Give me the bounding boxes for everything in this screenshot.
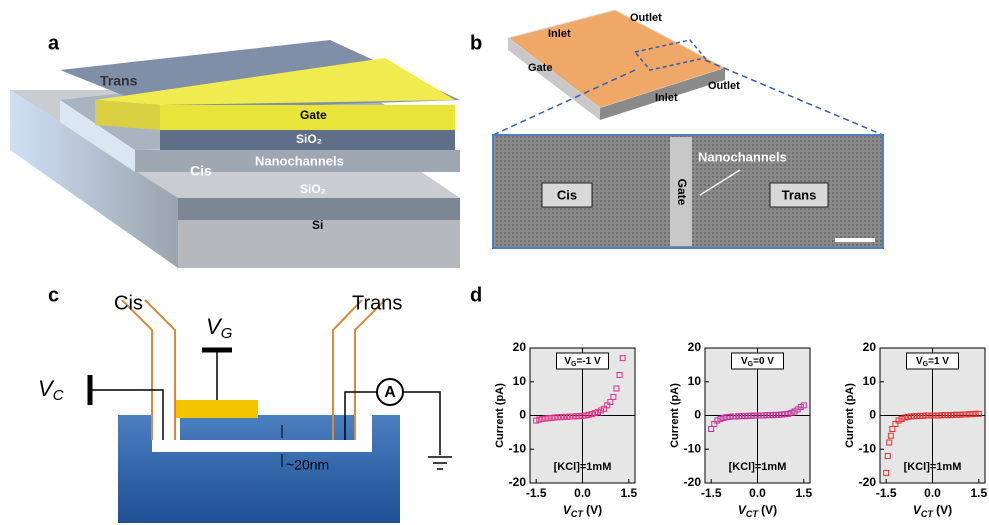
- annotation: =1 V: [928, 356, 949, 367]
- panel-b: b Inlet Outlet Gate Inlet Outlet Cis Gat…: [470, 10, 883, 248]
- label-trans: Trans: [782, 187, 817, 202]
- x-axis-label: (V): [758, 503, 777, 517]
- note: [KCl]=1mM: [729, 461, 787, 473]
- x-axis-label: VCT (V): [738, 503, 777, 519]
- panel-d: d -20 -10 0 10 20 -1.5 0.0 1.5 Current (pA) VCT (…: [470, 284, 987, 519]
- x-axis-label: VCT (V): [563, 503, 602, 519]
- y-tick-label: 20: [863, 340, 877, 354]
- annotation: =-1 V: [576, 356, 601, 367]
- annotation: VG=1 V: [916, 356, 949, 368]
- x-axis-label: (V): [933, 503, 952, 517]
- panel-c: c A Cis Trans VG VC ~20nm: [38, 284, 452, 523]
- gate-side: [95, 100, 160, 130]
- label-vg: VG: [206, 314, 233, 342]
- label-inlet: Inlet: [655, 92, 678, 104]
- sio2-front: [178, 198, 460, 220]
- note: [KCl]=1mM: [554, 461, 612, 473]
- panel-label: c: [48, 284, 59, 306]
- y-tick-label: -10: [509, 441, 527, 455]
- chip-top: [508, 10, 725, 108]
- label-gate: Gate: [300, 108, 327, 122]
- x-tick-label: -1.5: [701, 486, 722, 500]
- x-tick-label: 1.5: [970, 486, 987, 500]
- x-tick-label: 0.0: [574, 486, 591, 500]
- y-axis-label: Current (pA): [494, 383, 506, 448]
- chart: -20 -10 0 10 20 -1.5 0.0 1.5 Current (pA) VCT (V)…: [494, 340, 638, 519]
- y-tick-label: -20: [684, 475, 702, 489]
- label-trans: Trans: [352, 292, 402, 314]
- label-gate: Gate: [528, 62, 552, 74]
- y-tick-label: 10: [688, 374, 702, 388]
- label-ammeter: A: [384, 384, 396, 401]
- x-axis-label: VCT (V): [913, 503, 952, 519]
- label-inlet: Inlet: [548, 28, 571, 40]
- x-axis-label: (V): [583, 503, 602, 517]
- y-tick-label: -10: [859, 441, 877, 455]
- x-tick-label: 1.5: [795, 486, 812, 500]
- figure: a Trans Gate SiO₂ Cis Nanochannels SiO₂ …: [0, 0, 989, 525]
- label-outlet: Outlet: [708, 80, 740, 92]
- y-tick-label: 10: [513, 374, 527, 388]
- label-sio2: SiO₂: [296, 132, 322, 146]
- y-tick-label: 20: [513, 340, 527, 354]
- label-gap: ~20nm: [286, 457, 329, 473]
- x-tick-label: 0.0: [749, 486, 766, 500]
- label-cis: Cis: [557, 187, 577, 202]
- y-axis-label: Current (pA): [669, 383, 681, 448]
- x-tick-label: -1.5: [526, 486, 547, 500]
- scale-bar: [835, 238, 875, 242]
- y-tick-label: -20: [859, 475, 877, 489]
- x-tick-label: 1.5: [620, 486, 637, 500]
- panel-label: b: [470, 32, 482, 54]
- y-tick-label: 10: [863, 374, 877, 388]
- label-vc-sub: C: [53, 387, 64, 404]
- y-tick-label: 0: [869, 408, 876, 422]
- label-cis: Cis: [114, 292, 143, 314]
- y-tick-label: 0: [694, 408, 701, 422]
- note: [KCl]=1mM: [904, 461, 962, 473]
- zoom-line: [705, 60, 883, 135]
- annotation: =0 V: [753, 356, 774, 367]
- panel-label: a: [48, 32, 60, 54]
- wire: [403, 392, 440, 455]
- label-vc: VC: [38, 376, 64, 404]
- label-nanochannels: Nanochannels: [698, 149, 787, 164]
- y-tick-label: -20: [509, 475, 527, 489]
- y-tick-label: 20: [688, 340, 702, 354]
- x-tick-label: 0.0: [924, 486, 941, 500]
- label-gate: Gate: [675, 179, 689, 206]
- label-trans: Trans: [100, 73, 138, 89]
- y-axis-label: Current (pA): [844, 383, 856, 448]
- y-tick-label: -10: [684, 441, 702, 455]
- label-vg-sub: G: [221, 325, 233, 342]
- label-si: Si: [312, 218, 323, 232]
- label-outlet: Outlet: [630, 12, 662, 24]
- annotation: VG=0 V: [741, 356, 774, 368]
- y-tick-label: 0: [519, 408, 526, 422]
- gate-electrode: [175, 400, 258, 418]
- label-sio2: SiO₂: [300, 182, 326, 196]
- panel-a: a Trans Gate SiO₂ Cis Nanochannels SiO₂ …: [10, 32, 460, 268]
- panel-label: d: [470, 284, 482, 306]
- chart: -20 -10 0 10 20 -1.5 0.0 1.5 Current (pA) VCT (V)…: [669, 340, 813, 519]
- label-nanochannels: Nanochannels: [255, 153, 344, 168]
- annotation: VG=-1 V: [564, 356, 601, 368]
- chart: -20 -10 0 10 20 -1.5 0.0 1.5 Current (pA) VCT (V)…: [844, 340, 988, 519]
- label-cis: Cis: [190, 163, 212, 179]
- x-tick-label: -1.5: [876, 486, 897, 500]
